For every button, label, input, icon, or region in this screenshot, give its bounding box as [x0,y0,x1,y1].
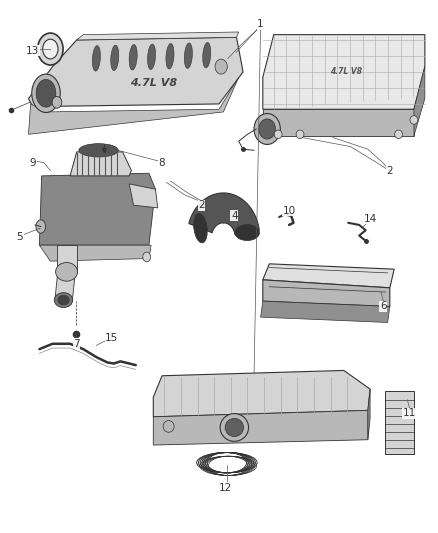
Text: 14: 14 [364,214,377,223]
Polygon shape [39,245,151,261]
Ellipse shape [36,79,56,107]
Polygon shape [368,389,370,440]
Ellipse shape [296,130,304,139]
Polygon shape [28,37,243,107]
Ellipse shape [203,43,211,68]
Ellipse shape [92,46,100,71]
Text: 5: 5 [16,232,23,242]
Polygon shape [57,245,77,272]
Ellipse shape [148,44,155,69]
Ellipse shape [225,418,244,437]
Ellipse shape [194,213,207,243]
Polygon shape [261,301,390,322]
Text: 10: 10 [283,206,296,215]
Ellipse shape [79,144,118,157]
Ellipse shape [254,114,280,144]
Polygon shape [70,152,131,176]
Text: 12: 12 [219,483,232,492]
Polygon shape [28,77,239,134]
Text: 8: 8 [159,158,166,167]
Ellipse shape [166,44,174,69]
Ellipse shape [111,45,119,70]
Ellipse shape [129,45,137,70]
Ellipse shape [274,130,282,139]
Text: 7: 7 [73,339,80,349]
Text: 15: 15 [105,334,118,343]
Polygon shape [263,280,390,306]
Ellipse shape [56,263,78,281]
Ellipse shape [58,295,69,305]
Polygon shape [129,184,158,208]
Ellipse shape [215,59,227,74]
Polygon shape [414,67,425,136]
Bar [385,391,414,454]
Text: 9: 9 [29,158,36,167]
Polygon shape [189,193,259,235]
Ellipse shape [163,421,174,432]
Polygon shape [263,264,394,288]
Polygon shape [55,272,75,301]
Ellipse shape [184,43,192,68]
Ellipse shape [36,220,46,233]
Ellipse shape [235,224,259,240]
Ellipse shape [395,130,403,139]
Text: 13: 13 [26,46,39,55]
Text: 6: 6 [380,302,387,311]
Text: 11: 11 [403,408,416,418]
Ellipse shape [32,74,60,112]
Text: 1: 1 [257,19,264,29]
Polygon shape [77,32,239,40]
Polygon shape [39,173,155,245]
Ellipse shape [43,39,58,59]
Ellipse shape [259,119,276,139]
Text: 4.7L V8: 4.7L V8 [330,68,362,76]
Polygon shape [263,109,414,136]
Ellipse shape [54,293,73,308]
Polygon shape [153,410,368,445]
Polygon shape [263,35,425,109]
Ellipse shape [38,33,63,65]
Text: 2: 2 [198,200,205,210]
Text: 4.7L V8: 4.7L V8 [130,78,177,87]
Ellipse shape [220,414,249,441]
Polygon shape [153,370,370,417]
Ellipse shape [143,252,151,262]
Ellipse shape [410,116,418,124]
Text: 2: 2 [386,166,393,175]
Text: 4: 4 [231,211,238,221]
Ellipse shape [52,96,62,108]
